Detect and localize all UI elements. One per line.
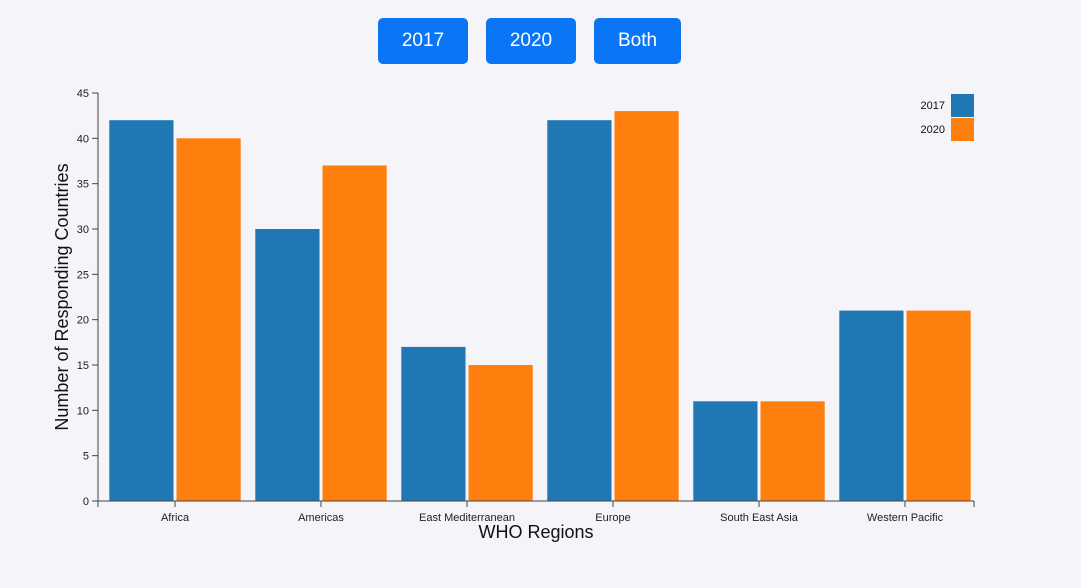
y-tick-label: 45 — [77, 88, 89, 100]
y-axis: 0 5 10 15 20 25 30 35 40 45 — [77, 88, 99, 508]
year-toggle-toolbar: 2017 2020 Both — [378, 18, 681, 64]
show-2020-button[interactable]: 2020 — [486, 18, 576, 64]
y-tick-label: 25 — [77, 269, 89, 281]
bars-group — [109, 111, 971, 502]
bar-western-pacific-2020 — [906, 310, 971, 501]
bar-europe-2017 — [547, 120, 612, 501]
show-both-button[interactable]: Both — [594, 18, 681, 64]
x-tick-label: Europe — [595, 512, 630, 524]
bar-americas-2017 — [255, 229, 320, 501]
legend-swatch-2020 — [951, 118, 974, 141]
y-tick-label: 35 — [77, 179, 89, 191]
y-tick-label: 5 — [83, 451, 89, 463]
y-tick-label: 20 — [77, 315, 89, 327]
legend: 2017 2020 — [921, 94, 974, 141]
bar-africa-2020 — [176, 138, 241, 502]
x-axis: Africa Americas East Mediterranean Europe So… — [97, 500, 975, 524]
bar-east-mediterranean-2020 — [468, 365, 533, 501]
y-tick-label: 40 — [77, 133, 89, 145]
x-tick-label: Western Pacific — [867, 512, 944, 524]
y-tick-label: 10 — [77, 405, 89, 417]
bar-western-pacific-2017 — [839, 310, 904, 501]
show-2017-button[interactable]: 2017 — [378, 18, 468, 64]
bar-africa-2017 — [109, 120, 174, 501]
y-tick-label: 30 — [77, 224, 89, 236]
bar-americas-2020 — [322, 165, 387, 501]
y-axis-title: Number of Responding Countries — [52, 163, 72, 430]
x-tick-label: East Mediterranean — [419, 512, 515, 524]
legend-swatch-2017 — [951, 94, 974, 117]
x-axis-title: WHO Regions — [478, 522, 593, 542]
y-tick-label: 15 — [77, 360, 89, 372]
bar-east-mediterranean-2017 — [401, 346, 466, 501]
x-tick-label: South East Asia — [720, 512, 799, 524]
legend-label-2020: 2020 — [921, 124, 945, 136]
y-tick-label: 0 — [83, 496, 89, 508]
legend-label-2017: 2017 — [921, 100, 945, 112]
bar-south-east-asia-2017 — [693, 401, 758, 501]
bar-south-east-asia-2020 — [760, 401, 825, 501]
bar-europe-2020 — [614, 111, 679, 501]
x-tick-label: Americas — [298, 512, 344, 524]
x-tick-label: Africa — [161, 512, 190, 524]
